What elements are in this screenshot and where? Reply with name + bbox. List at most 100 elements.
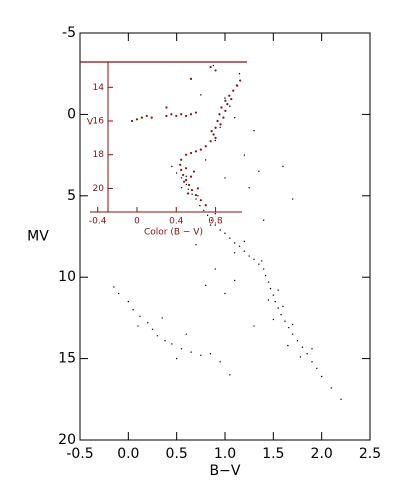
star-point bbox=[145, 114, 148, 118]
star-point bbox=[212, 64, 215, 67]
star-point bbox=[267, 299, 270, 301]
star-point bbox=[284, 320, 286, 322]
plot-frame bbox=[79, 32, 371, 441]
star-point bbox=[200, 94, 202, 96]
y-tick-label: 10 bbox=[58, 269, 76, 285]
x-tick-label: 2.0 bbox=[311, 446, 333, 462]
x-tick-label: 0.0 bbox=[117, 446, 139, 462]
star-point bbox=[175, 357, 178, 360]
star-point bbox=[269, 287, 272, 290]
y-tick-label: 15 bbox=[58, 351, 76, 367]
star-point bbox=[233, 116, 236, 119]
star-point bbox=[206, 214, 209, 217]
star-point bbox=[282, 305, 284, 308]
star-point bbox=[258, 170, 260, 173]
star-point bbox=[194, 111, 198, 114]
star-point bbox=[311, 348, 313, 350]
star-point bbox=[229, 374, 231, 376]
star-point bbox=[224, 99, 227, 102]
star-point bbox=[189, 113, 193, 116]
star-point bbox=[288, 326, 290, 329]
star-point bbox=[165, 106, 168, 109]
star-point bbox=[274, 300, 276, 303]
star-point bbox=[258, 263, 260, 265]
star-point bbox=[277, 307, 279, 309]
x-tick-label: -0.5 bbox=[66, 446, 93, 462]
star-point bbox=[287, 344, 289, 347]
y-tick-label: -5 bbox=[62, 25, 76, 41]
star-point bbox=[214, 268, 217, 270]
star-point bbox=[230, 97, 233, 101]
star-point bbox=[184, 167, 188, 170]
star-point bbox=[180, 113, 183, 116]
star-point bbox=[248, 186, 250, 189]
star-point bbox=[209, 140, 212, 143]
y-tick-label: 5 bbox=[67, 188, 76, 204]
star-point bbox=[170, 113, 173, 116]
y-axis-label: MV bbox=[27, 229, 49, 245]
star-point bbox=[161, 317, 163, 319]
star-point bbox=[197, 195, 199, 197]
star-point bbox=[262, 219, 265, 221]
y-tick-label: 0 bbox=[67, 106, 76, 122]
x-axis-label: Color (B − V) bbox=[144, 227, 203, 237]
star-point bbox=[291, 323, 294, 326]
star-point bbox=[277, 289, 279, 291]
star-point bbox=[219, 361, 221, 363]
star-point bbox=[224, 97, 226, 99]
star-point bbox=[171, 165, 173, 168]
star-point bbox=[296, 339, 299, 342]
star-point bbox=[189, 151, 193, 155]
star-point bbox=[180, 168, 183, 171]
star-point bbox=[214, 224, 217, 226]
star-point bbox=[280, 313, 282, 316]
star-point bbox=[180, 158, 183, 161]
star-point bbox=[299, 356, 302, 358]
star-point bbox=[184, 114, 188, 118]
star-point bbox=[191, 193, 193, 195]
x-tick-label: 0.4 bbox=[169, 217, 184, 227]
star-point bbox=[209, 65, 212, 69]
star-point bbox=[199, 199, 202, 202]
star-point bbox=[186, 192, 190, 195]
star-point bbox=[232, 89, 235, 92]
star-point bbox=[214, 139, 217, 142]
star-point bbox=[220, 106, 223, 109]
star-point bbox=[130, 119, 134, 123]
y-tick-label: 20 bbox=[93, 184, 105, 194]
star-point bbox=[175, 114, 178, 118]
star-point bbox=[204, 204, 207, 207]
star-point bbox=[229, 237, 231, 239]
star-point bbox=[194, 194, 198, 197]
star-point bbox=[140, 116, 143, 119]
star-point bbox=[262, 268, 265, 270]
star-point bbox=[340, 398, 342, 400]
star-point bbox=[224, 292, 226, 295]
star-point bbox=[187, 183, 191, 187]
star-point bbox=[301, 346, 304, 348]
star-point bbox=[248, 255, 250, 257]
star-point bbox=[146, 322, 149, 324]
star-point bbox=[212, 133, 215, 136]
x-tick-label: 2.5 bbox=[359, 446, 381, 462]
star-point bbox=[189, 175, 193, 178]
star-point bbox=[243, 240, 246, 243]
star-point bbox=[150, 116, 153, 119]
y-tick-label: 14 bbox=[93, 83, 105, 93]
star-point bbox=[137, 325, 139, 327]
star-point bbox=[209, 224, 212, 226]
x-tick-label: 0 bbox=[134, 217, 140, 227]
star-point bbox=[320, 375, 323, 378]
star-point bbox=[203, 209, 205, 212]
star-point bbox=[306, 353, 308, 355]
star-point bbox=[200, 354, 202, 357]
star-point bbox=[222, 116, 225, 119]
star-point bbox=[282, 165, 284, 168]
star-point bbox=[175, 172, 178, 174]
star-point bbox=[243, 250, 246, 252]
star-point bbox=[253, 325, 255, 327]
star-point bbox=[127, 300, 130, 303]
star-point bbox=[204, 145, 207, 148]
star-point bbox=[199, 204, 201, 207]
star-point bbox=[253, 258, 255, 260]
